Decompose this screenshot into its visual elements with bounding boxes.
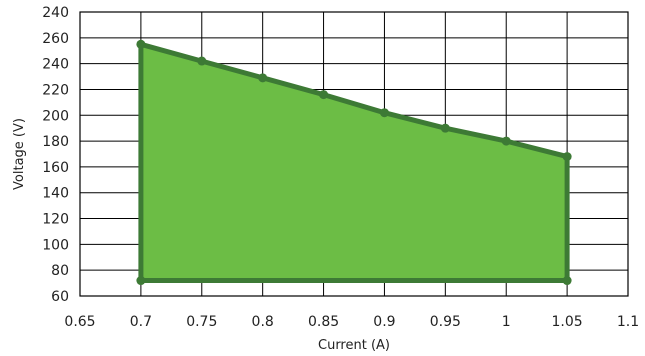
y-tick-label: 60 bbox=[51, 289, 69, 305]
x-tick-label: 1.1 bbox=[617, 314, 639, 330]
y-tick-label: 180 bbox=[42, 134, 69, 150]
data-point bbox=[440, 123, 450, 133]
x-tick-label: 0.9 bbox=[373, 314, 395, 330]
y-axis-ticks: 60 80 100 120 140 160 180 200 220 240 260 240 bbox=[42, 5, 69, 305]
x-tick-label: 0.85 bbox=[308, 314, 339, 330]
y-tick-label: 260 bbox=[42, 31, 69, 47]
data-point bbox=[501, 136, 511, 146]
y-tick-label: 80 bbox=[51, 263, 69, 279]
data-point bbox=[319, 90, 329, 100]
x-tick-label: 0.65 bbox=[64, 314, 95, 330]
data-point bbox=[136, 39, 146, 49]
y-tick-label: 220 bbox=[42, 82, 69, 98]
x-tick-label: 0.75 bbox=[186, 314, 217, 330]
data-point bbox=[197, 56, 207, 66]
x-tick-label: 1 bbox=[502, 314, 511, 330]
x-axis-ticks: 0.65 0.7 0.75 0.8 0.85 0.9 0.95 1 1.05 1.1 bbox=[64, 314, 639, 330]
data-point bbox=[379, 108, 389, 118]
area-layer bbox=[138, 41, 570, 283]
y-tick-label: 100 bbox=[42, 237, 69, 253]
y-tick-label: 140 bbox=[42, 186, 69, 202]
y-tick-label: 200 bbox=[42, 108, 69, 124]
y-tick-label: 160 bbox=[42, 160, 69, 176]
point-layer bbox=[136, 39, 572, 286]
data-point bbox=[562, 152, 572, 162]
y-tick-label: 240 bbox=[42, 5, 69, 21]
x-tick-label: 0.7 bbox=[130, 314, 152, 330]
data-point bbox=[136, 276, 146, 286]
y-tick-label: 120 bbox=[42, 212, 69, 228]
plot-frame bbox=[79, 11, 629, 297]
y-tick-label: 240 bbox=[42, 57, 69, 73]
operating-area bbox=[138, 41, 570, 283]
x-axis-title: Current (A) bbox=[318, 338, 390, 353]
y-axis-title: Voltage (V) bbox=[12, 118, 27, 190]
x-tick-label: 0.95 bbox=[430, 314, 461, 330]
data-point bbox=[562, 276, 572, 286]
data-point bbox=[258, 73, 268, 83]
x-tick-label: 0.8 bbox=[252, 314, 274, 330]
x-tick-label: 1.05 bbox=[552, 314, 583, 330]
